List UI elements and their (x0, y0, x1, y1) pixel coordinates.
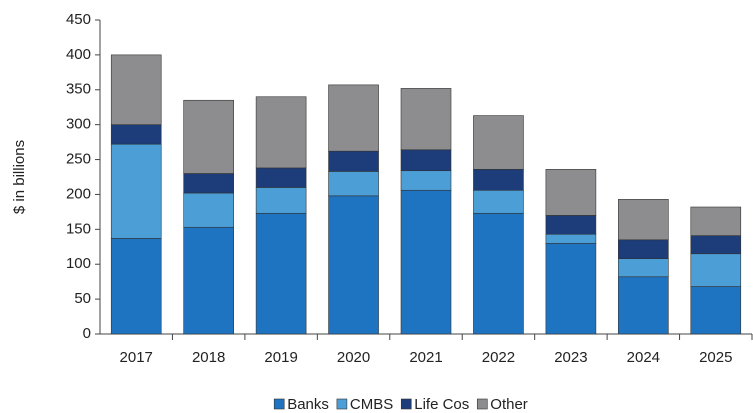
x-tick-label: 2023 (554, 349, 587, 366)
bar-segment (110, 238, 162, 335)
bar-segment (328, 195, 379, 335)
x-tick-label: 2020 (337, 349, 370, 366)
bar-segment (618, 276, 669, 335)
y-tick-label: 150 (66, 220, 91, 237)
bar-segment (690, 235, 742, 255)
x-tick-label: 2018 (192, 349, 225, 366)
bar-segment (473, 212, 524, 335)
x-tick-label: 2022 (482, 349, 515, 366)
bar-segment (400, 170, 452, 191)
bar-segment (183, 192, 234, 228)
legend-label: CMBS (350, 396, 393, 413)
bar-segment (110, 143, 162, 239)
bar-segment (618, 258, 669, 278)
bar-segment (400, 149, 452, 172)
bar-segment (473, 115, 524, 170)
bar-segment (690, 206, 742, 236)
y-tick-label: 200 (66, 185, 91, 202)
x-tick-label: 2021 (409, 349, 442, 366)
bar-segment (400, 88, 452, 151)
bar-segment (255, 96, 307, 169)
y-axis-label: $ in billions (11, 140, 28, 214)
bar-segment (255, 187, 307, 214)
y-tick-label: 0 (83, 325, 91, 342)
bar-segment (473, 189, 524, 214)
x-tick-label: 2024 (627, 349, 660, 366)
bar-segment (618, 239, 669, 259)
bar-segment (545, 242, 597, 335)
y-tick-label: 400 (66, 46, 91, 63)
y-tick-label: 250 (66, 151, 91, 168)
bar-segment (183, 173, 234, 194)
bar-segment (255, 167, 307, 188)
bar-segment (545, 169, 597, 216)
y-tick-label: 350 (66, 81, 91, 98)
bar-segment (110, 54, 162, 125)
bar-segment (328, 84, 379, 152)
y-tick-label: 450 (66, 11, 91, 28)
bar-segment (110, 124, 162, 145)
x-tick-label: 2025 (699, 349, 732, 366)
bar-segment (690, 253, 742, 287)
legend-label: Banks (287, 396, 329, 413)
legend-label: Life Cos (414, 396, 469, 413)
x-tick-label: 2019 (264, 349, 297, 366)
y-tick-label: 100 (66, 255, 91, 272)
legend-swatch (336, 398, 348, 410)
bar-segment (545, 215, 597, 235)
legend-swatch (273, 398, 285, 410)
legend-swatch (476, 398, 488, 410)
y-tick-label: 300 (66, 116, 91, 133)
bar-segment (400, 189, 452, 335)
legend-swatch (400, 398, 412, 410)
bar-segment (183, 226, 234, 335)
legend-label: Other (490, 396, 528, 413)
bar-segment (473, 169, 524, 191)
bar-segment (690, 286, 742, 335)
bar-segment (618, 199, 669, 241)
bar-segment (545, 233, 597, 244)
bar-segment (255, 212, 307, 335)
y-tick-label: 50 (74, 290, 91, 307)
bar-segment (183, 99, 234, 174)
bar-segment (328, 171, 379, 197)
bar-segment (328, 150, 379, 172)
x-tick-label: 2017 (120, 349, 153, 366)
